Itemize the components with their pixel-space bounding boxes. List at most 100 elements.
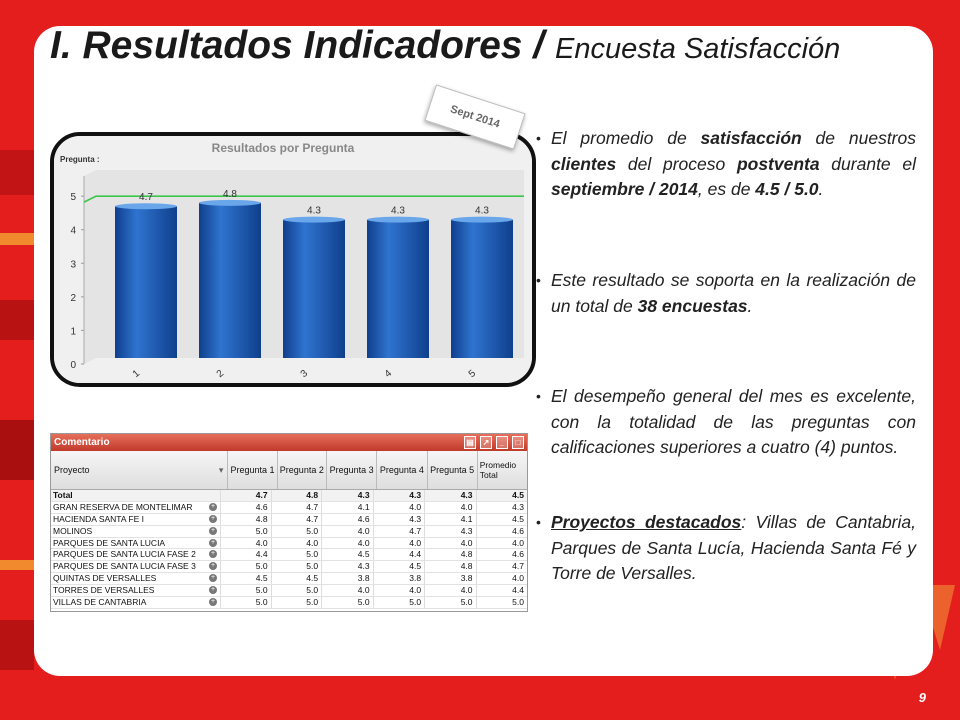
value-cell: 4.3 [425,525,477,537]
cell-text: 4.0 [460,501,473,512]
value-cell: 4.7 [272,501,323,513]
y-tick-label: 1 [70,326,76,337]
cell-text: MOLINOS [53,525,93,536]
project-cell[interactable]: Total [51,490,222,501]
bullet-text-part: 4.5 / 5.0 [755,179,819,199]
column-header[interactable]: Pregunta 1 [228,451,278,489]
bullet-text-part: clientes [551,153,617,174]
project-cell[interactable]: VILLAS DE CANTABRIA + [51,597,222,608]
export-icon[interactable]: ↗ [480,436,492,449]
cell-text: HACIENDA SANTA FE I [53,513,145,524]
bar-top [283,216,345,223]
print-icon[interactable]: ▤ [464,436,476,449]
column-header[interactable]: Pregunta 3 [327,451,378,489]
cell-text: 5.0 [255,597,268,608]
y-tick-label: 2 [70,293,76,304]
cell-text: 4.5 [255,573,268,584]
cell-text: 4.3 [409,490,422,500]
expand-icon[interactable]: + [209,574,218,583]
project-cell[interactable]: PARQUES DE SANTA LUCIA + [51,537,222,549]
value-cell: 4.0 [477,538,527,549]
project-cell[interactable]: PARQUES DE SANTA LUCIA FASE 3 + [51,561,222,573]
cell-text: 4.0 [409,501,422,512]
cell-text: 4.6 [357,513,370,524]
cell-text: 5.0 [306,597,319,608]
table-toolbar: ▤ ↗ _ □ [464,436,524,449]
value-cell: 4.7 [221,490,272,501]
left-stripe-dark [0,150,34,195]
expand-icon[interactable]: + [209,538,218,547]
bullet-item: • El promedio de satisfacción de nuestros… [536,126,916,203]
cell-text: 4.3 [460,490,473,500]
column-header-proyecto[interactable]: Proyecto ▾ [51,451,229,489]
value-cell: 4.4 [374,549,426,561]
value-cell: 4.5 [374,561,426,573]
cell-text: 4.5 [512,513,524,524]
project-cell[interactable]: MOLINOS + [51,525,222,537]
cell-text: 5.0 [306,585,319,596]
y-tick-label: 4 [70,226,76,237]
cell-text: 5.0 [255,585,268,596]
bar-top [451,216,513,223]
expand-icon[interactable]: + [209,502,218,511]
value-cell: 4.0 [322,585,374,597]
bullet-text: El desempeño general del mes es excelent… [551,384,916,461]
value-cell: 4.3 [425,490,477,501]
project-cell[interactable]: QUINTAS DE VERSALLES + [51,573,222,585]
column-header[interactable]: Pregunta 4 [377,451,428,489]
cell-text: 4.3 [357,490,370,500]
column-header-label: Pregunta 5 [430,465,475,475]
project-cell[interactable]: PARQUES DE SANTA LUCIA FASE 2 + [51,549,222,561]
project-cell[interactable]: HACIENDA SANTA FE I + [51,513,222,525]
value-cell: 4.6 [477,549,527,560]
cell-text: TORRES DE VERSALLES [53,585,155,596]
cell-text: 4.8 [460,561,473,572]
maximize-icon[interactable]: □ [512,436,524,449]
value-cell: 4.1 [425,513,477,525]
value-cell: 4.0 [425,501,477,513]
cell-text: PARQUES DE SANTA LUCIA FASE 2 [53,549,196,560]
value-cell: 5.0 [272,561,323,573]
value-cell: 3.8 [374,573,426,585]
value-cell: 4.3 [322,561,374,573]
column-header[interactable]: Promedio Total [478,451,527,489]
value-cell: 4.6 [322,513,374,525]
cell-text: PARQUES DE SANTA LUCIA FASE 3 [53,561,196,572]
value-cell: 4.4 [221,549,272,561]
value-cell: 4.8 [221,513,272,525]
expand-icon[interactable]: + [209,586,218,595]
minimize-icon[interactable]: _ [496,436,508,449]
left-stripe-orange [0,233,34,245]
value-cell: 4.0 [374,537,426,549]
value-cell: 4.0 [374,585,426,597]
column-header[interactable]: Pregunta 2 [278,451,327,489]
data-label: 4.3 [307,206,321,217]
expand-icon[interactable]: + [209,550,218,559]
expand-icon[interactable]: + [209,562,218,571]
expand-icon[interactable]: + [209,598,218,607]
project-cell[interactable]: TORRES DE VERSALLES + [51,585,222,597]
value-cell: 5.0 [374,597,426,608]
title-main: I. Resultados Indicadores / [50,24,545,67]
value-cell: 4.0 [322,525,374,537]
table-titlebar: Comentario ▤ ↗ _ □ [51,434,527,451]
value-cell: 4.7 [272,513,323,525]
left-stripe [0,0,34,720]
cell-text: 4.3 [409,513,422,524]
expand-icon[interactable]: + [209,526,218,535]
bullet-item: • El desempeño general del mes es excelen… [536,384,916,461]
bar [367,219,429,358]
dropdown-arrow-icon[interactable]: ▾ [218,464,224,475]
column-header[interactable]: Pregunta 5 [428,451,478,489]
project-cell[interactable]: GRAN RESERVA DE MONTELIMAR + [51,501,222,513]
bar [115,206,177,358]
bullet-text-part: satisfacción [700,128,802,148]
value-cell: 4.0 [322,537,374,549]
bullet-text: El promedio de satisfacción de nuestros … [551,126,916,203]
bullet-text-part: , es de [697,179,756,199]
value-cell: 4.7 [374,525,426,537]
expand-icon[interactable]: + [209,514,218,523]
table-row: TORRES DE VERSALLES +5.0 5.0 4.0 4.0 4.0 4.4 [51,585,527,598]
bullet-dot: • [536,130,541,146]
bar [199,202,261,358]
